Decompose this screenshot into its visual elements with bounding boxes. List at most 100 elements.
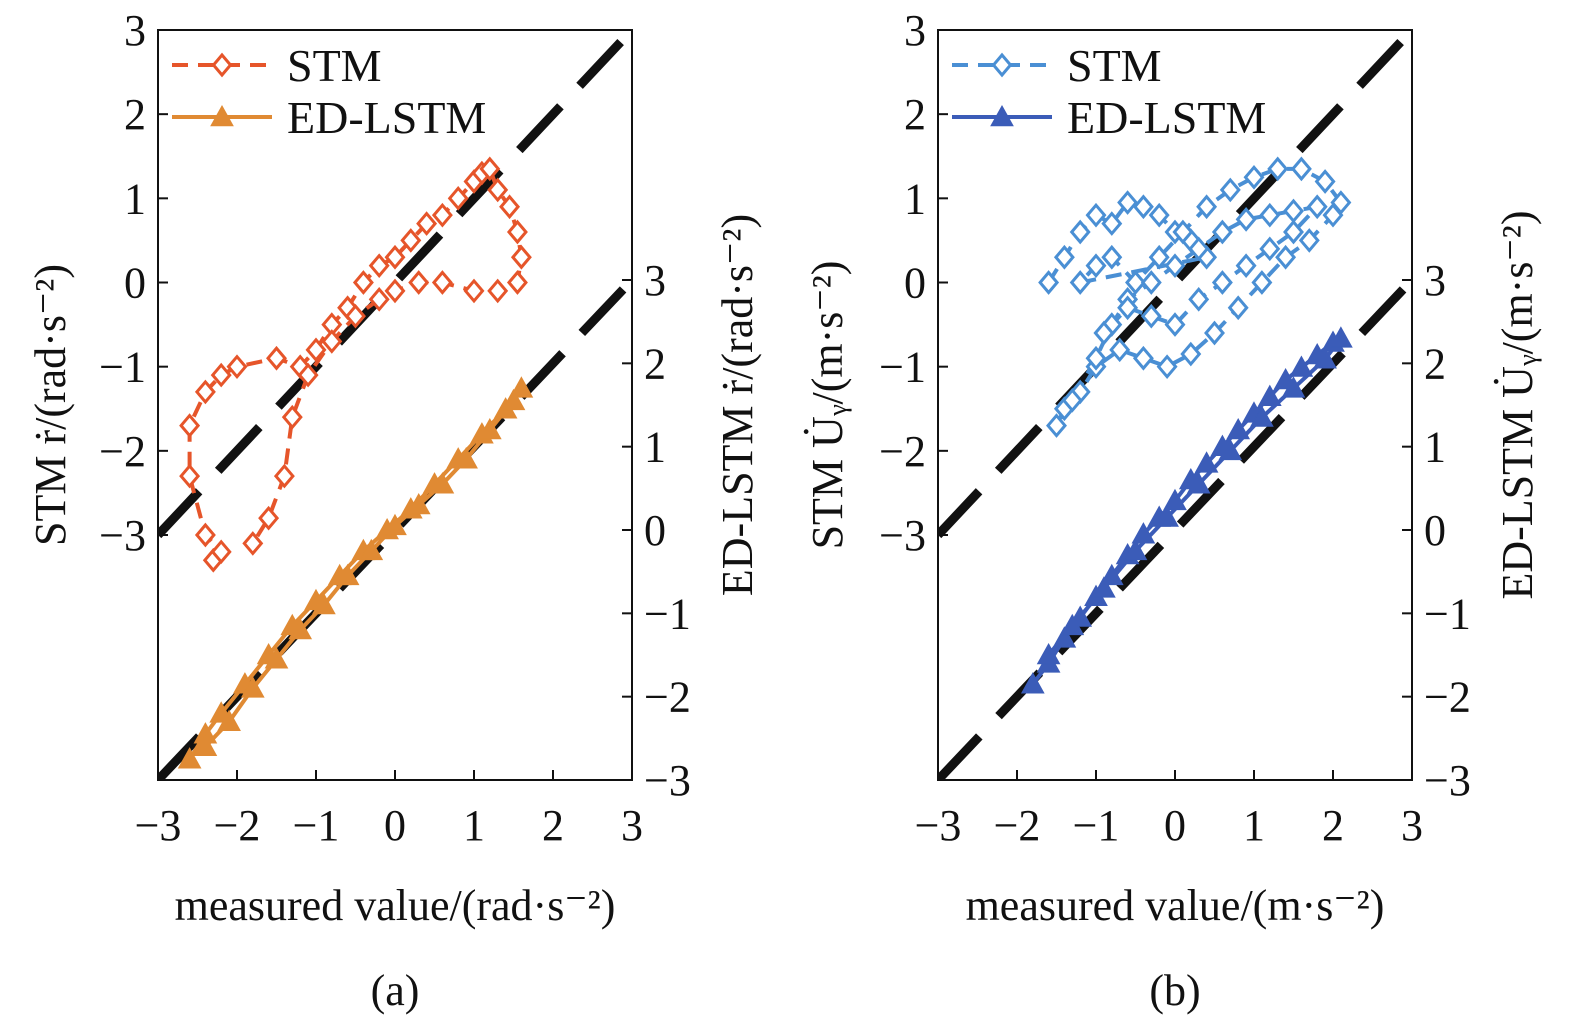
data-point bbox=[1140, 303, 1162, 329]
data-point bbox=[217, 709, 241, 731]
series-ed-lstm bbox=[1020, 326, 1353, 694]
x-tick-label: −1 bbox=[1073, 801, 1120, 850]
data-point bbox=[1164, 253, 1186, 278]
data-point bbox=[408, 270, 430, 295]
left-tick-label: 0 bbox=[904, 259, 926, 308]
data-point bbox=[1259, 202, 1281, 228]
data-point bbox=[266, 345, 287, 371]
data-point bbox=[1322, 202, 1344, 228]
series-stm bbox=[1038, 156, 1352, 438]
data-point bbox=[479, 156, 501, 182]
data-point bbox=[1289, 355, 1314, 377]
data-point bbox=[509, 376, 534, 398]
data-point bbox=[1069, 270, 1091, 295]
x-tick-label: −1 bbox=[293, 801, 340, 850]
data-point bbox=[1093, 320, 1115, 346]
legend-marker bbox=[210, 104, 234, 127]
legend-item-ed-lstm: ED-LSTM bbox=[172, 92, 486, 143]
data-point bbox=[1218, 438, 1243, 461]
data-point bbox=[1259, 236, 1281, 262]
left-tick-label: −3 bbox=[879, 511, 926, 560]
data-point bbox=[226, 354, 248, 379]
x-tick-label: 2 bbox=[542, 801, 564, 850]
data-point bbox=[242, 531, 264, 556]
right-tick-label: 0 bbox=[644, 506, 666, 555]
data-point bbox=[1140, 270, 1162, 295]
x-tick-label: 2 bbox=[1322, 801, 1344, 850]
right-tick-label: 1 bbox=[1424, 423, 1446, 472]
legend-marker bbox=[991, 52, 1013, 78]
left-tick-label: 3 bbox=[904, 6, 926, 55]
right-tick-label: −3 bbox=[1424, 756, 1471, 805]
data-point bbox=[281, 404, 303, 430]
data-point bbox=[501, 388, 526, 411]
data-point bbox=[345, 303, 366, 329]
data-point bbox=[1109, 337, 1131, 363]
data-point bbox=[447, 186, 469, 211]
right-tick-label: 1 bbox=[644, 423, 666, 472]
data-point bbox=[240, 676, 265, 698]
left-tick-label: 2 bbox=[124, 90, 146, 139]
x-tick-label: 0 bbox=[1164, 801, 1186, 850]
series-stm bbox=[179, 156, 532, 573]
data-point bbox=[1172, 219, 1194, 245]
data-point bbox=[406, 492, 431, 515]
legend-label: STM bbox=[1067, 40, 1162, 91]
reference-line-stm bbox=[158, 30, 632, 539]
data-point bbox=[430, 472, 455, 494]
data-point bbox=[1219, 177, 1241, 203]
data-point bbox=[1085, 202, 1107, 228]
data-point bbox=[288, 617, 313, 640]
data-point bbox=[1298, 228, 1320, 253]
data-point bbox=[1125, 270, 1146, 295]
data-point bbox=[487, 177, 509, 203]
left-tick-label: −2 bbox=[99, 427, 146, 476]
data-point bbox=[1226, 417, 1251, 440]
data-point bbox=[1117, 295, 1139, 321]
data-point bbox=[1046, 413, 1067, 438]
right-tick-label: −2 bbox=[1424, 673, 1471, 722]
right-tick-label: −2 bbox=[644, 673, 691, 722]
data-point bbox=[1251, 270, 1273, 295]
data-point bbox=[1275, 244, 1297, 270]
legend-item-stm: STM bbox=[952, 40, 1162, 91]
data-point bbox=[194, 379, 216, 405]
data-point bbox=[1235, 207, 1257, 232]
data-point bbox=[1061, 388, 1083, 413]
data-point bbox=[1101, 244, 1123, 270]
data-point bbox=[1036, 642, 1061, 665]
x-tick-label: −2 bbox=[214, 801, 261, 850]
data-point bbox=[1069, 219, 1091, 245]
right-tick-label: 0 bbox=[1424, 506, 1446, 555]
data-point bbox=[1180, 341, 1202, 367]
data-point bbox=[179, 463, 201, 489]
data-point bbox=[321, 329, 343, 354]
x-tick-label: 3 bbox=[1401, 801, 1423, 850]
data-point bbox=[383, 513, 407, 536]
data-point bbox=[1156, 354, 1178, 379]
data-point bbox=[1085, 253, 1107, 278]
data-point bbox=[1052, 626, 1077, 648]
legend-label: ED-LSTM bbox=[1067, 92, 1266, 143]
data-point bbox=[1092, 576, 1116, 598]
data-point bbox=[1085, 345, 1107, 371]
x-tick-label: −3 bbox=[135, 801, 182, 850]
data-point bbox=[297, 362, 319, 388]
panel-caption: (b) bbox=[1149, 966, 1200, 1015]
data-point bbox=[506, 270, 528, 295]
data-point bbox=[384, 278, 406, 304]
right-tick-label: −3 bbox=[644, 756, 691, 805]
legend-marker bbox=[211, 52, 233, 78]
panel-caption: (a) bbox=[371, 966, 420, 1015]
left-tick-label: −1 bbox=[99, 343, 146, 392]
data-point bbox=[1060, 613, 1085, 636]
legend-item-stm: STM bbox=[172, 40, 382, 91]
right-tick-label: 3 bbox=[1424, 256, 1446, 305]
right-tick-label: 2 bbox=[1424, 339, 1446, 388]
data-point bbox=[1194, 451, 1219, 473]
data-point bbox=[1283, 219, 1304, 245]
right-tick-label: 3 bbox=[644, 256, 666, 305]
data-point bbox=[1038, 270, 1060, 295]
data-point bbox=[1306, 194, 1328, 220]
data-point bbox=[1250, 405, 1274, 427]
